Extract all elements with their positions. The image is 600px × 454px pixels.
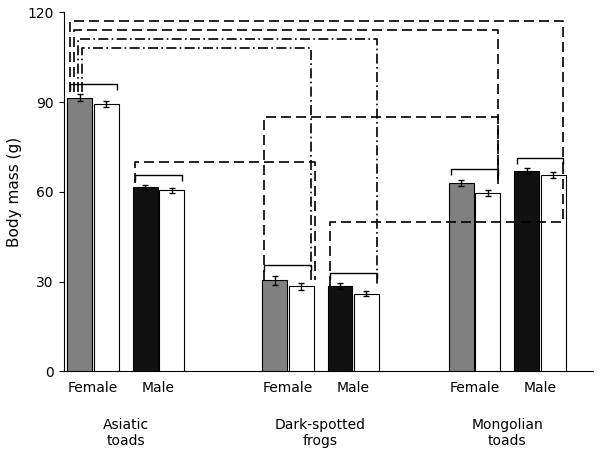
Bar [262,280,287,371]
Text: Mongolian
toads: Mongolian toads [472,418,543,448]
Bar [541,176,566,371]
Bar [354,294,379,371]
Bar [160,190,184,371]
Bar [328,286,352,371]
Bar [94,104,119,371]
Bar [514,171,539,371]
Bar [449,183,474,371]
Text: Dark-spotted
frogs: Dark-spotted frogs [275,418,366,448]
Text: Asiatic
toads: Asiatic toads [103,418,149,448]
Y-axis label: Body mass (g): Body mass (g) [7,137,22,247]
Bar [475,193,500,371]
Bar [67,98,92,371]
Bar [289,286,314,371]
Bar [133,188,158,371]
